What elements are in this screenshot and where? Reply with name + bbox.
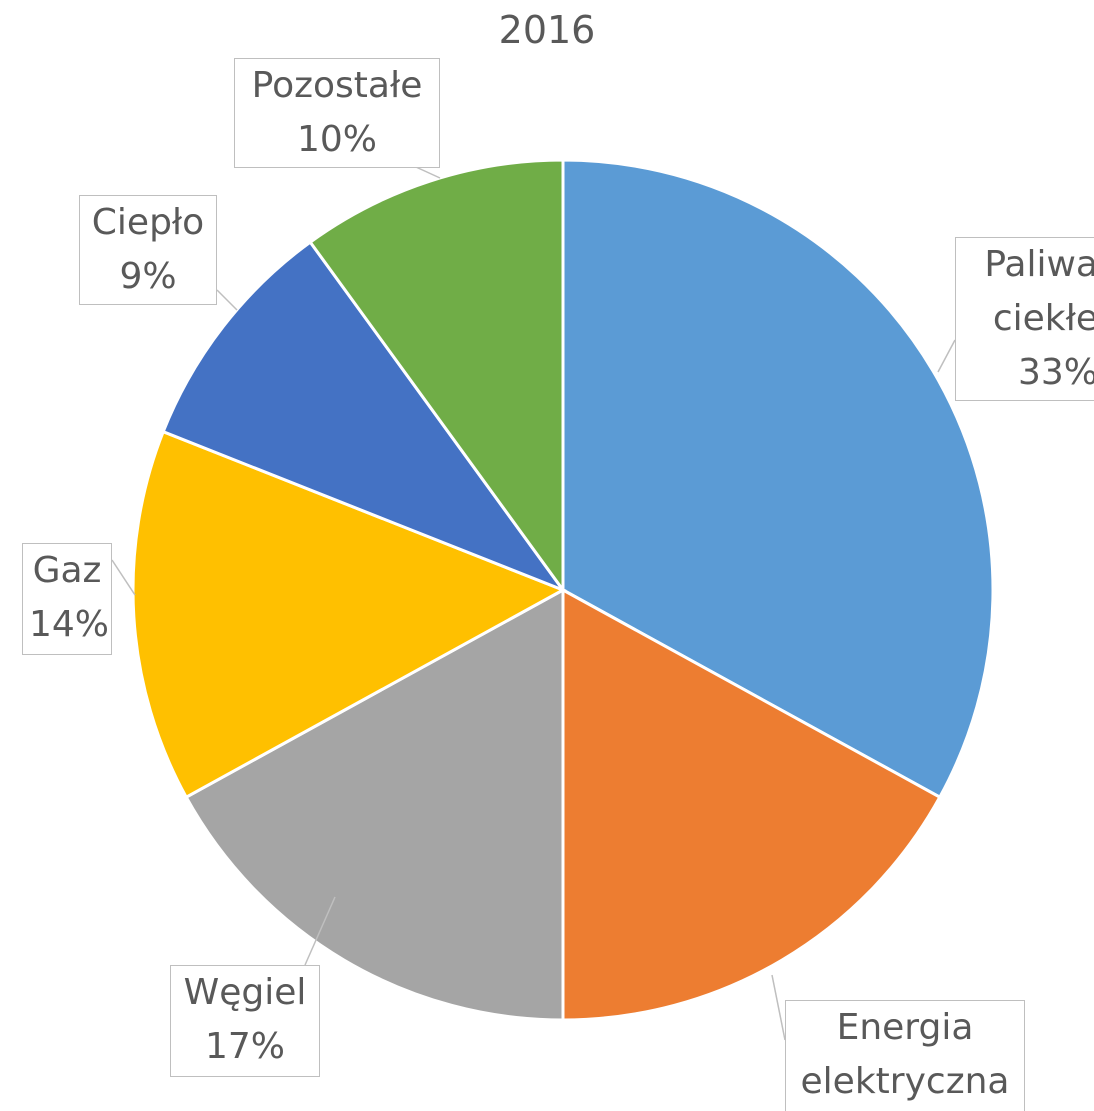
- category-label: Energia elektryczna: [800, 1007, 1010, 1102]
- value-label: 17%: [204, 1026, 285, 1067]
- pie-slice: [184, 587, 565, 1022]
- category-label: Gaz: [32, 550, 102, 591]
- pie-slice: [308, 158, 565, 595]
- category-label: Węgiel: [183, 972, 307, 1013]
- data-label: Paliwa ciekłe 33%: [955, 237, 1094, 401]
- value-label: 33%: [1017, 352, 1094, 393]
- category-label: Paliwa ciekłe: [984, 244, 1094, 339]
- data-label: Pozostałe 10%: [234, 58, 440, 168]
- leader-line: [771, 974, 786, 1041]
- pie-slice: [561, 158, 995, 800]
- pie-slice: [561, 587, 942, 1022]
- category-label: Ciepło: [91, 202, 205, 243]
- category-label: Pozostałe: [251, 65, 423, 106]
- chart-title: 2016: [498, 8, 596, 52]
- value-label: 14%: [29, 604, 110, 645]
- data-label: Ciepło 9%: [79, 195, 217, 305]
- leader-line: [937, 339, 956, 373]
- pie-slice: [161, 240, 568, 594]
- data-label: Gaz 14%: [22, 543, 112, 655]
- value-label: 10%: [296, 119, 377, 160]
- leader-line: [111, 559, 136, 596]
- value-label: 9%: [119, 256, 177, 297]
- leader-line: [216, 289, 238, 311]
- data-label: Energia elektryczna17%: [785, 1000, 1025, 1111]
- pie-slice: [131, 429, 567, 800]
- data-label: Węgiel 17%: [170, 965, 320, 1077]
- leader-line: [304, 896, 336, 966]
